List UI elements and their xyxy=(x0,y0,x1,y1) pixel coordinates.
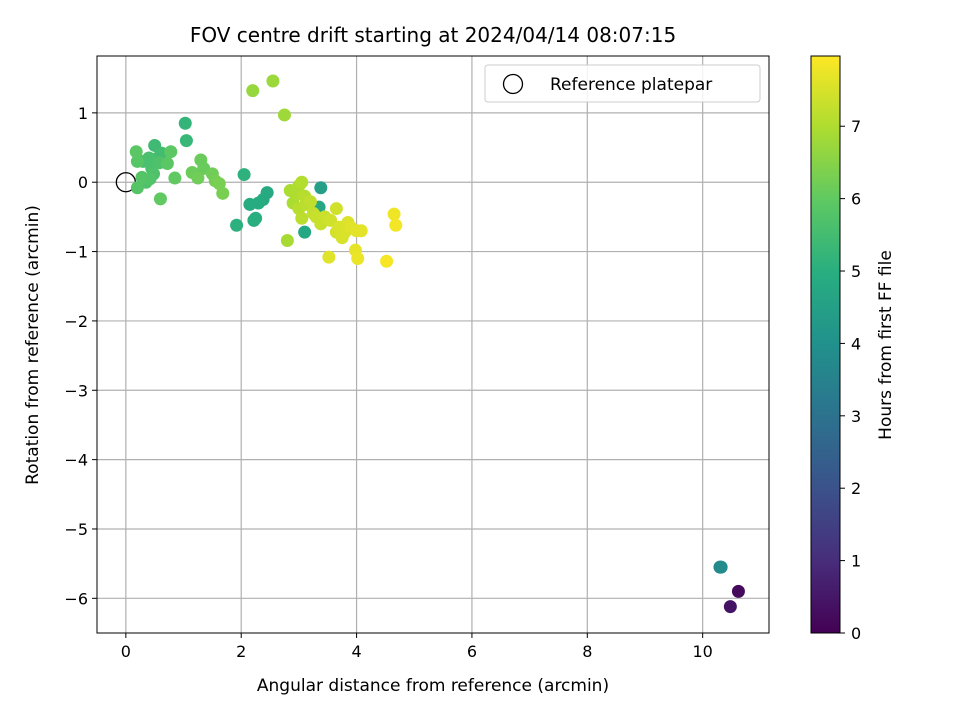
x-tick-label: 10 xyxy=(692,642,712,661)
scatter-point xyxy=(130,154,144,168)
x-tick-label: 4 xyxy=(351,642,361,661)
scatter-point xyxy=(280,233,294,247)
scatter-point xyxy=(723,600,737,614)
scatter-point xyxy=(303,195,317,209)
colorbar-ticks: 0 1 2 3 4 5 6 7 xyxy=(840,117,861,643)
scatter-point xyxy=(237,168,251,182)
colorbar-label: Hours from first FF file xyxy=(876,250,896,440)
scatter-point xyxy=(216,186,230,200)
colorbar: 0 1 2 3 4 5 6 7 Hours from first FF file xyxy=(810,55,896,643)
scatter-point xyxy=(380,254,394,268)
scatter-point xyxy=(324,213,338,227)
colorbar-tick-label: 1 xyxy=(851,552,861,571)
scatter-point xyxy=(164,145,178,159)
scatter-point xyxy=(249,211,263,225)
y-axis-label: Rotation from reference (arcmin) xyxy=(23,205,43,485)
x-tick-label: 6 xyxy=(467,642,477,661)
y-tick-label: −4 xyxy=(64,451,88,470)
colorbar-tick-label: 0 xyxy=(851,624,861,643)
scatter-point xyxy=(314,181,328,195)
chart-title: FOV centre drift starting at 2024/04/14 … xyxy=(190,23,676,47)
scatter-point xyxy=(243,197,257,211)
y-tick-label: −5 xyxy=(64,520,88,539)
scatter-point xyxy=(731,584,745,598)
scatter-point xyxy=(387,207,401,221)
scatter-point xyxy=(135,170,149,184)
scatter-point xyxy=(354,224,368,238)
scatter-point xyxy=(266,74,280,88)
y-tick-label: −3 xyxy=(64,381,88,400)
plot-frame xyxy=(96,55,770,634)
scatter-point xyxy=(389,218,403,232)
scatter-point xyxy=(153,192,167,206)
scatter-point xyxy=(351,252,365,266)
x-axis-label: Angular distance from reference (arcmin) xyxy=(257,676,609,696)
legend-entry-label: Reference platepar xyxy=(550,75,712,95)
scatter-point xyxy=(714,560,728,574)
scatter-point xyxy=(179,134,193,148)
scatter-point xyxy=(191,171,205,185)
scatter-point xyxy=(322,250,336,264)
scatter-point xyxy=(160,156,174,170)
colorbar-tick-label: 6 xyxy=(851,190,861,209)
scatter-point xyxy=(129,145,143,159)
scatter-point xyxy=(130,181,144,195)
scatter-point xyxy=(168,171,182,185)
scatter-point xyxy=(329,202,343,216)
scatter-point xyxy=(246,84,260,98)
colorbar-tick-label: 4 xyxy=(851,334,861,353)
y-tick-label: −2 xyxy=(64,312,88,331)
legend: Reference platepar xyxy=(484,64,761,103)
colorbar-tick-label: 3 xyxy=(851,407,861,426)
x-tick-label: 2 xyxy=(236,642,246,661)
scatter-point xyxy=(178,116,192,130)
data-points xyxy=(115,74,745,614)
y-tick-label: 1 xyxy=(78,104,88,123)
legend-marker xyxy=(502,73,524,95)
legend-box xyxy=(484,64,761,103)
grid xyxy=(97,56,769,633)
scatter-point xyxy=(277,108,291,122)
colorbar-tick-label: 5 xyxy=(851,262,861,281)
x-tick-label: 0 xyxy=(121,642,131,661)
scatter-point xyxy=(230,218,244,232)
y-tick-label: −1 xyxy=(64,243,88,262)
scatter-point xyxy=(298,225,312,239)
scatter-point xyxy=(295,175,309,189)
scatter-point xyxy=(295,211,309,225)
y-tick-label: 0 xyxy=(78,173,88,192)
y-tick-label: −6 xyxy=(64,589,88,608)
colorbar-tick-label: 2 xyxy=(851,479,861,498)
x-tick-label: 8 xyxy=(582,642,592,661)
colorbar-tick-label: 7 xyxy=(851,117,861,136)
colorbar-gradient xyxy=(810,55,841,634)
